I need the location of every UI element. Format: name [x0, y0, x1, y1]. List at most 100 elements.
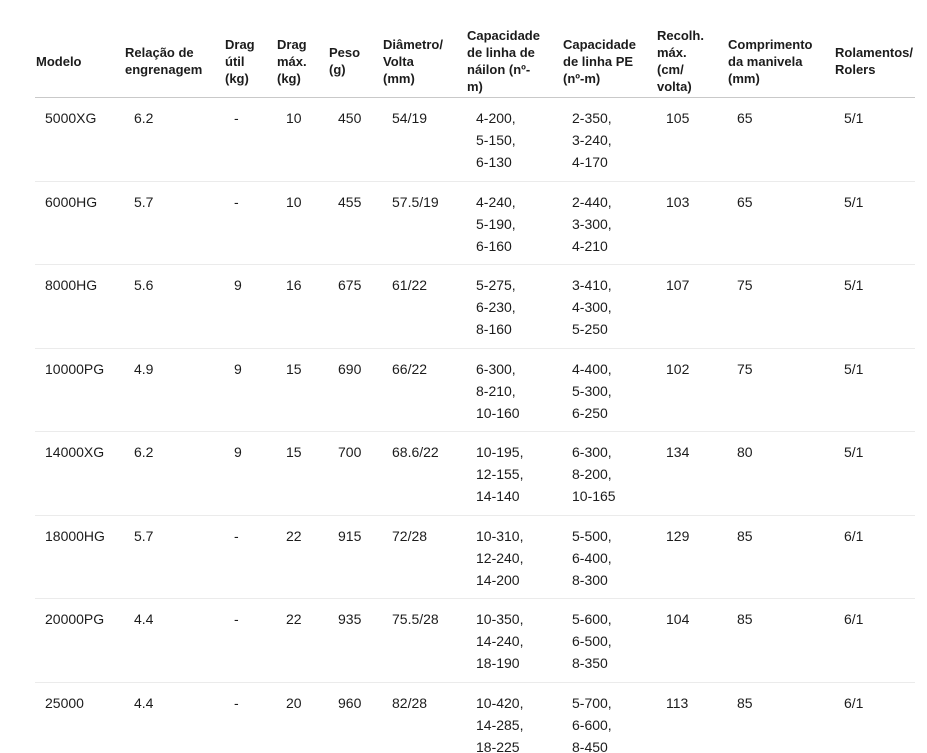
cell-gear-ratio: 6.2 — [134, 444, 154, 460]
cell-drag-util: - — [234, 193, 239, 210]
column-header-gear-ratio: Relação de engrenagem — [125, 45, 203, 77]
column-header-nylon-line-capacity: Capacidade de linha de náilon (nº- m) — [467, 28, 540, 94]
cell-max-retrieve: 129 — [666, 527, 690, 544]
cell-handle-length: 85 — [737, 527, 753, 544]
cell-bearings: 5/1 — [844, 360, 864, 377]
cell-bearings: 5/1 — [844, 277, 864, 293]
cell-bearings: 6/1 — [844, 611, 864, 627]
cell-nylon-line-capacity: 6-300, 8-210, 10-160 — [476, 360, 520, 421]
table-row: 25000 4.4 - 20 960 82/28 10-420, 14-285,… — [35, 683, 915, 753]
cell-drag-max: 22 — [286, 611, 302, 627]
reel-spec-table: Modelo Relação de engrenagem Drag útil (… — [35, 0, 915, 753]
cell-model: 5000XG — [45, 110, 97, 126]
table-row: 18000HG 5.7 - 22 915 72/28 10-310, 12-24… — [35, 516, 915, 599]
cell-weight: 935 — [338, 611, 362, 627]
cell-max-retrieve: 104 — [666, 611, 690, 627]
cell-bearings: 5/1 — [844, 110, 864, 126]
cell-gear-ratio: 5.7 — [134, 193, 154, 210]
table-row: 14000XG 6.2 9 15 700 68.6/22 10-195, 12-… — [35, 432, 915, 516]
cell-bearings: 5/1 — [844, 193, 864, 210]
cell-model: 25000 — [45, 694, 84, 711]
column-header-bearings: Rolamentos/ Rolers — [835, 45, 914, 77]
cell-pe-line-capacity: 5-700, 6-600, 8-450 — [572, 694, 612, 753]
cell-diameter-per-turn: 54/19 — [392, 110, 428, 126]
cell-drag-util: - — [234, 611, 239, 627]
column-header-drag-util: Drag útil (kg) — [225, 36, 255, 86]
cell-pe-line-capacity: 2-350, 3-240, 4-170 — [572, 110, 612, 170]
cell-handle-length: 85 — [737, 611, 753, 627]
table-row: 5000XG 6.2 - 10 450 54/19 4-200, 5-150, … — [35, 98, 915, 182]
cell-max-retrieve: 102 — [666, 360, 690, 377]
cell-nylon-line-capacity: 4-240, 5-190, 6-160 — [476, 193, 516, 254]
cell-weight: 700 — [338, 444, 362, 460]
cell-max-retrieve: 103 — [666, 193, 690, 210]
cell-diameter-per-turn: 82/28 — [392, 694, 428, 711]
cell-nylon-line-capacity: 10-310, 12-240, 14-200 — [476, 527, 524, 588]
cell-diameter-per-turn: 61/22 — [392, 277, 428, 293]
column-header-drag-max: Drag máx. (kg) — [277, 36, 307, 86]
cell-diameter-per-turn: 72/28 — [392, 527, 428, 544]
cell-model: 14000XG — [45, 444, 105, 460]
column-header-model: Modelo — [36, 53, 82, 69]
column-header-max-retrieve: Recolh. máx. (cm/ volta) — [657, 28, 704, 94]
cell-drag-util: - — [234, 527, 239, 544]
column-header-handle-length: Comprimento da manivela (mm) — [728, 36, 813, 86]
cell-bearings: 5/1 — [844, 444, 864, 460]
cell-max-retrieve: 105 — [666, 110, 690, 126]
cell-model: 20000PG — [45, 611, 105, 627]
cell-pe-line-capacity: 2-440, 3-300, 4-210 — [572, 193, 612, 254]
cell-pe-line-capacity: 6-300, 8-200, 10-165 — [572, 444, 616, 504]
cell-model: 10000PG — [45, 360, 105, 377]
cell-model: 18000HG — [45, 527, 105, 544]
cell-drag-max: 10 — [286, 110, 302, 126]
table-row: 6000HG 5.7 - 10 455 57.5/19 4-240, 5-190… — [35, 182, 915, 265]
cell-drag-max: 10 — [286, 193, 302, 210]
cell-nylon-line-capacity: 4-200, 5-150, 6-130 — [476, 110, 516, 170]
cell-drag-util: - — [234, 110, 239, 126]
cell-max-retrieve: 113 — [666, 694, 689, 711]
cell-drag-util: 9 — [234, 277, 242, 293]
cell-drag-util: - — [234, 694, 239, 711]
cell-handle-length: 75 — [737, 277, 753, 293]
cell-diameter-per-turn: 57.5/19 — [392, 193, 439, 210]
cell-pe-line-capacity: 3-410, 4-300, 5-250 — [572, 277, 612, 337]
cell-weight: 450 — [338, 110, 362, 126]
cell-drag-max: 20 — [286, 694, 302, 711]
cell-max-retrieve: 107 — [666, 277, 690, 293]
cell-diameter-per-turn: 68.6/22 — [392, 444, 439, 460]
cell-nylon-line-capacity: 10-195, 12-155, 14-140 — [476, 444, 524, 504]
cell-gear-ratio: 5.6 — [134, 277, 154, 293]
cell-nylon-line-capacity: 5-275, 6-230, 8-160 — [476, 277, 516, 337]
table-header-row: Modelo Relação de engrenagem Drag útil (… — [35, 0, 915, 98]
column-header-pe-line-capacity: Capacidade de linha PE (nº-m) — [563, 36, 636, 86]
cell-gear-ratio: 4.9 — [134, 360, 154, 377]
cell-diameter-per-turn: 66/22 — [392, 360, 428, 377]
cell-bearings: 6/1 — [844, 694, 864, 711]
cell-drag-util: 9 — [234, 444, 242, 460]
cell-weight: 455 — [338, 193, 362, 210]
cell-handle-length: 65 — [737, 110, 753, 126]
cell-weight: 915 — [338, 527, 362, 544]
table-row: 8000HG 5.6 9 16 675 61/22 5-275, 6-230, … — [35, 265, 915, 349]
cell-nylon-line-capacity: 10-420, 14-285, 18-225 — [476, 694, 524, 753]
cell-gear-ratio: 6.2 — [134, 110, 154, 126]
cell-pe-line-capacity: 5-500, 6-400, 8-300 — [572, 527, 612, 588]
cell-drag-max: 22 — [286, 527, 302, 544]
cell-weight: 675 — [338, 277, 362, 293]
cell-gear-ratio: 5.7 — [134, 527, 154, 544]
table-row: 20000PG 4.4 - 22 935 75.5/28 10-350, 14-… — [35, 599, 915, 683]
cell-handle-length: 80 — [737, 444, 753, 460]
cell-pe-line-capacity: 5-600, 6-500, 8-350 — [572, 611, 612, 671]
cell-bearings: 6/1 — [844, 527, 864, 544]
cell-model: 6000HG — [45, 193, 98, 210]
cell-pe-line-capacity: 4-400, 5-300, 6-250 — [572, 360, 612, 421]
cell-handle-length: 75 — [737, 360, 753, 377]
cell-handle-length: 85 — [737, 694, 753, 711]
cell-drag-max: 15 — [286, 444, 302, 460]
cell-model: 8000HG — [45, 277, 98, 293]
cell-gear-ratio: 4.4 — [134, 694, 154, 711]
cell-drag-max: 15 — [286, 360, 302, 377]
cell-drag-util: 9 — [234, 360, 242, 377]
cell-max-retrieve: 134 — [666, 444, 690, 460]
